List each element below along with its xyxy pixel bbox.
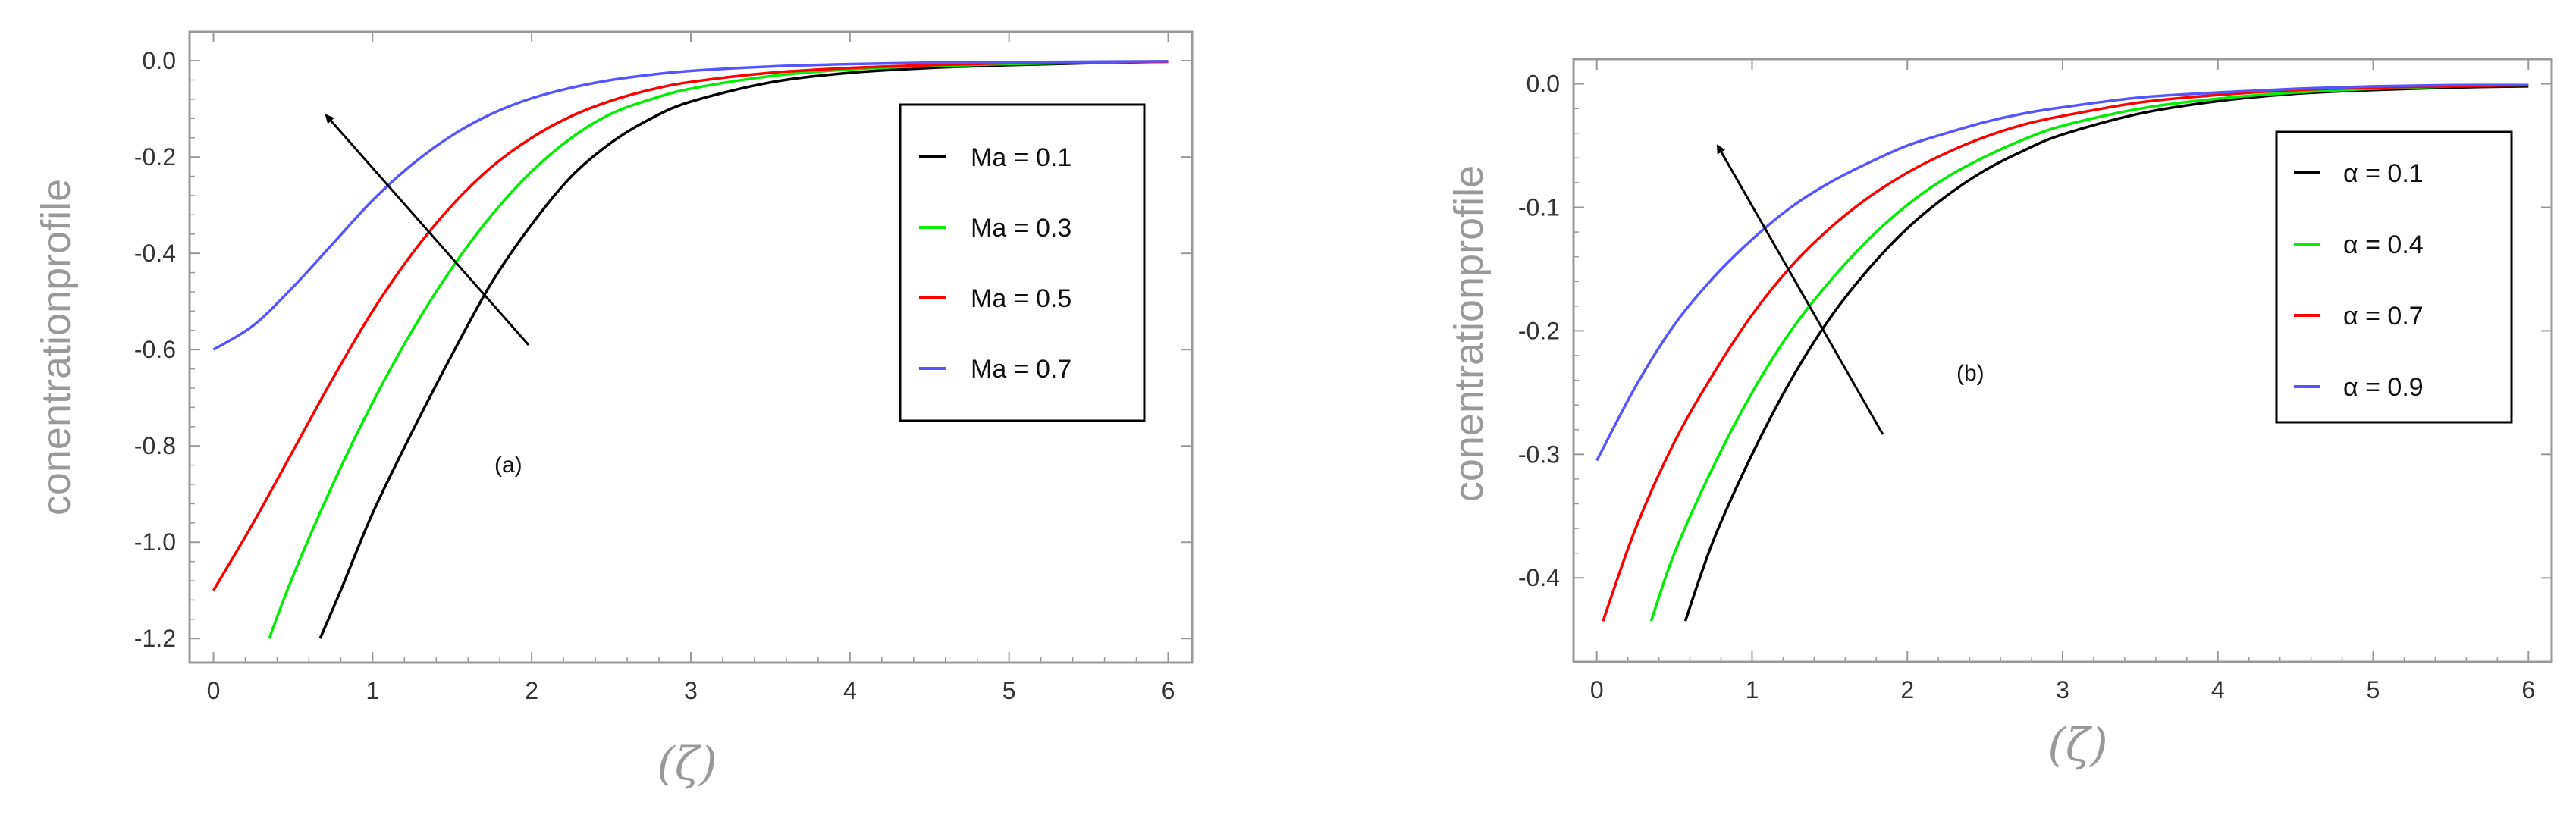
x-tick-label: 0 xyxy=(1590,676,1604,704)
legend-label: α = 0.4 xyxy=(2343,230,2424,259)
legend-label: α = 0.7 xyxy=(2343,302,2424,331)
x-tick-label: 3 xyxy=(684,677,698,704)
x-tick-label: 2 xyxy=(525,677,538,704)
x-tick-label: 0 xyxy=(207,677,221,704)
legend: α = 0.1 α = 0.4 α = 0.7 α = 0.9 xyxy=(2275,130,2513,424)
x-axis-label: (ζ) xyxy=(657,738,717,791)
x-tick-label: 2 xyxy=(1900,676,1914,704)
legend: Ma = 0.1 Ma = 0.3 Ma = 0.5 Ma = 0.7 xyxy=(899,103,1146,422)
y-axis-label: conentrationprofile xyxy=(33,179,79,516)
y-tick-label: -0.1 xyxy=(1518,193,1560,221)
panel-annotation: (b) xyxy=(1956,361,1985,386)
y-axis-label: conentrationprofile xyxy=(1446,165,1492,502)
series-line xyxy=(1649,83,2529,622)
x-tick-label: 5 xyxy=(2367,676,2380,704)
curve-group xyxy=(212,59,1169,639)
x-tick-label: 5 xyxy=(1002,677,1016,704)
legend-label: Ma = 0.5 xyxy=(971,284,1072,313)
legend-items: α = 0.1 α = 0.4 α = 0.7 α = 0.9 xyxy=(2294,159,2424,402)
x-tick-label: 6 xyxy=(1162,677,1175,704)
trend-arrow xyxy=(325,114,530,346)
x-axis-label: (ζ) xyxy=(2047,719,2107,772)
y-tick-label: -0.2 xyxy=(134,143,176,171)
y-tick-label: 0.0 xyxy=(143,47,176,74)
x-tick-label: 4 xyxy=(843,677,857,704)
legend-label: Ma = 0.3 xyxy=(971,214,1072,243)
series-line xyxy=(212,59,1169,351)
legend-label: Ma = 0.1 xyxy=(971,143,1072,172)
panel-annotation: (a) xyxy=(494,453,522,478)
series-line xyxy=(212,60,1169,591)
y-tick-label: -0.2 xyxy=(1518,317,1560,344)
legend-label: α = 0.1 xyxy=(2343,159,2424,188)
x-tick-label: 6 xyxy=(2521,676,2535,704)
trend-arrow xyxy=(1716,144,1884,435)
y-tick-label: -0.8 xyxy=(134,432,176,459)
legend-label: α = 0.9 xyxy=(2343,373,2424,402)
x-tick-label: 1 xyxy=(1746,676,1759,704)
chart-panel-a: 0 1 2 3 4 5 6 0.0 -0.2 -0.4 -0.6 -0.8 -1.0 -1.2 conen… xyxy=(33,30,1194,791)
x-tick-label: 3 xyxy=(2056,676,2069,704)
tick-group: 0 1 2 3 4 5 6 0.0 -0.1 -0.2 -0.3 -0.4 xyxy=(1518,59,2552,704)
legend-label: Ma = 0.7 xyxy=(971,355,1072,384)
tick-group: 0 1 2 3 4 5 6 0.0 -0.2 -0.4 -0.6 -0.8 -1.0 -1.2 xyxy=(134,32,1192,704)
y-tick-label: -1.0 xyxy=(134,528,176,556)
y-tick-label: -1.2 xyxy=(134,625,176,652)
y-tick-label: -0.6 xyxy=(134,336,176,363)
y-tick-label: 0.0 xyxy=(1526,71,1560,98)
y-tick-label: -0.3 xyxy=(1518,440,1560,468)
legend-box xyxy=(2275,130,2513,424)
y-tick-label: -0.4 xyxy=(134,240,176,267)
legend-items: Ma = 0.1 Ma = 0.3 Ma = 0.5 Ma = 0.7 xyxy=(919,143,1072,384)
series-line xyxy=(1595,83,2529,462)
chart-panel-b: 0 1 2 3 4 5 6 0.0 -0.1 -0.2 -0.3 -0.4 conentrationp… xyxy=(1446,58,2553,772)
x-tick-label: 1 xyxy=(366,677,379,704)
y-tick-label: -0.4 xyxy=(1518,564,1560,591)
curve-group xyxy=(1595,83,2529,622)
x-tick-label: 4 xyxy=(2211,676,2225,704)
